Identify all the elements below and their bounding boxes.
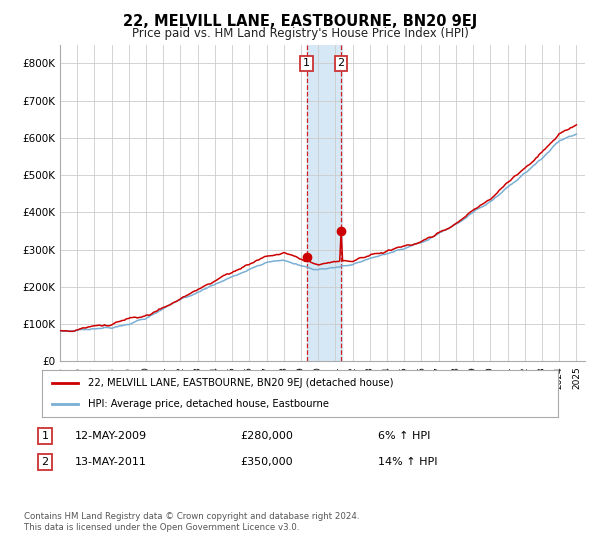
Bar — [307, 45, 342, 361]
Text: £350,000: £350,000 — [240, 457, 293, 467]
Text: Price paid vs. HM Land Registry's House Price Index (HPI): Price paid vs. HM Land Registry's House … — [131, 27, 469, 40]
Text: 6% ↑ HPI: 6% ↑ HPI — [378, 431, 430, 441]
Text: 22, MELVILL LANE, EASTBOURNE, BN20 9EJ: 22, MELVILL LANE, EASTBOURNE, BN20 9EJ — [123, 14, 477, 29]
Text: 2: 2 — [41, 457, 49, 467]
Text: 13-MAY-2011: 13-MAY-2011 — [75, 457, 147, 467]
Text: 1: 1 — [41, 431, 49, 441]
Text: 22, MELVILL LANE, EASTBOURNE, BN20 9EJ (detached house): 22, MELVILL LANE, EASTBOURNE, BN20 9EJ (… — [88, 378, 394, 388]
Text: Contains HM Land Registry data © Crown copyright and database right 2024.
This d: Contains HM Land Registry data © Crown c… — [24, 512, 359, 532]
Text: 2: 2 — [338, 58, 345, 68]
Text: 14% ↑ HPI: 14% ↑ HPI — [378, 457, 437, 467]
Text: 12-MAY-2009: 12-MAY-2009 — [75, 431, 147, 441]
Text: HPI: Average price, detached house, Eastbourne: HPI: Average price, detached house, East… — [88, 399, 329, 409]
Text: £280,000: £280,000 — [240, 431, 293, 441]
Text: 1: 1 — [303, 58, 310, 68]
